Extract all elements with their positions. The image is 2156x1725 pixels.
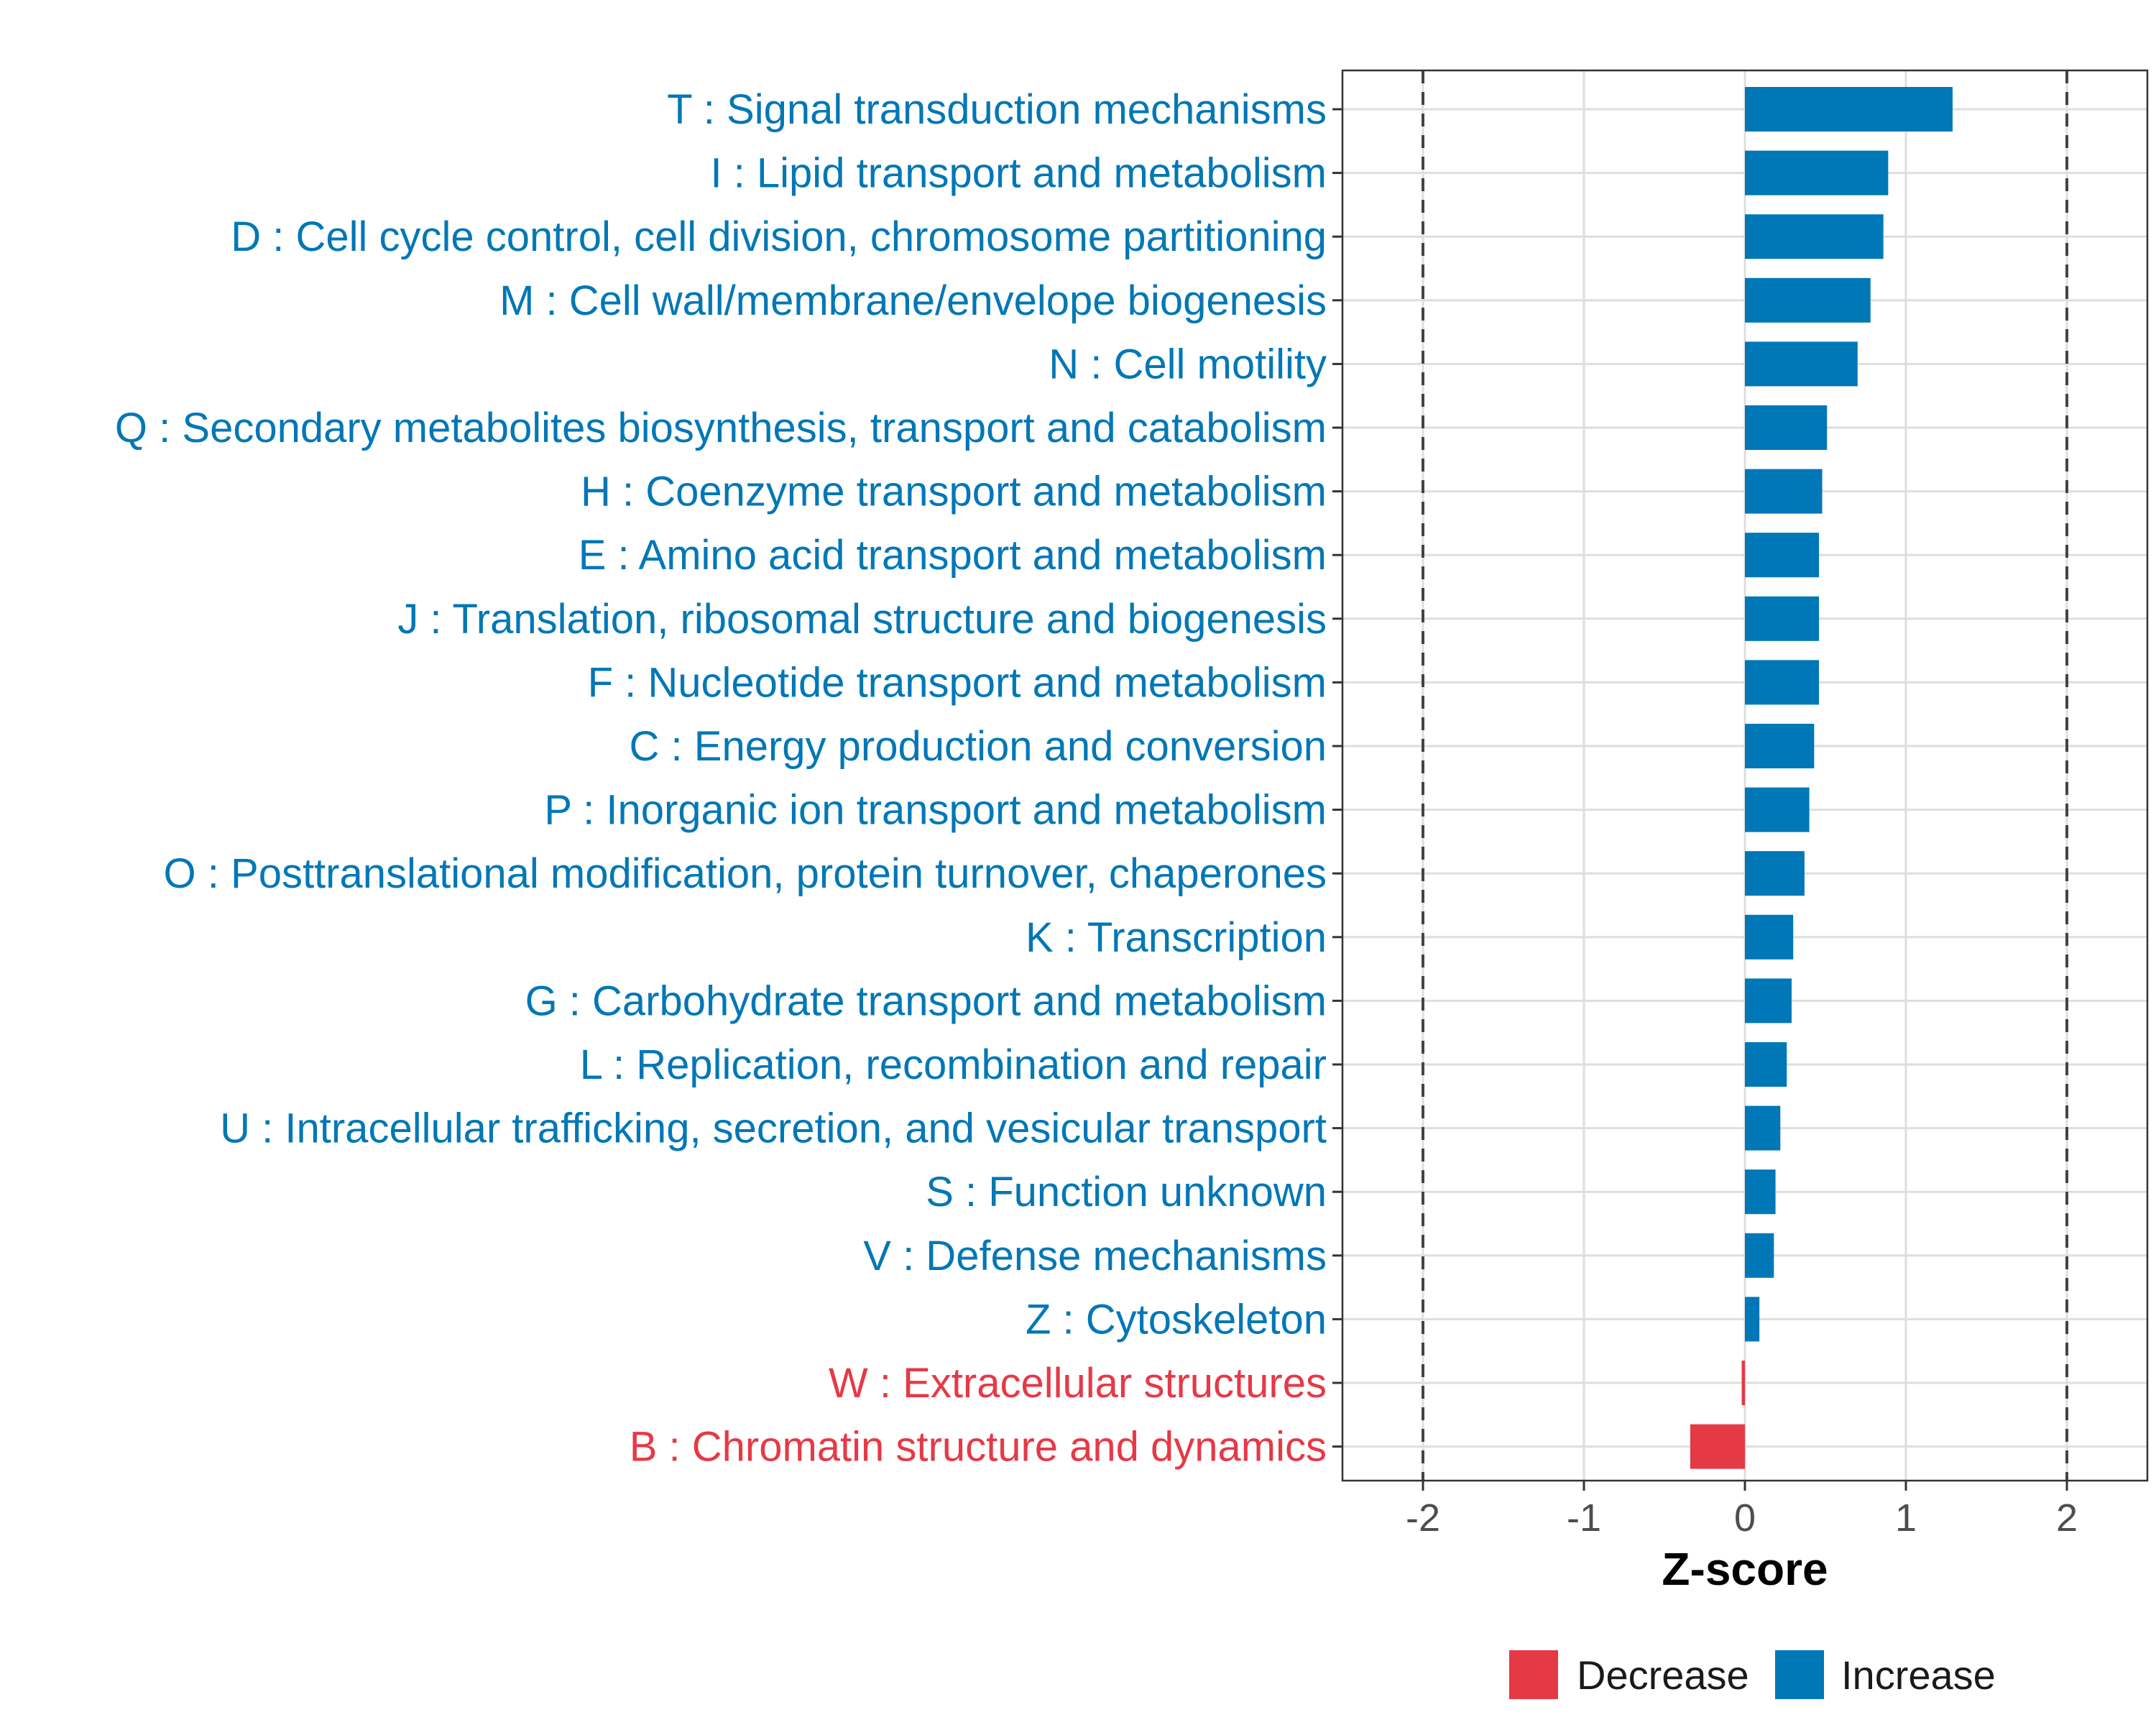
legend-label-increase: Increase bbox=[1841, 1652, 1996, 1698]
bar-increase bbox=[1745, 533, 1820, 578]
bar-increase bbox=[1745, 660, 1820, 705]
bar-decrease bbox=[1741, 1361, 1745, 1405]
category-label: G : Carbohydrate transport and metabolis… bbox=[525, 978, 1327, 1024]
category-label: K : Transcription bbox=[1026, 914, 1327, 961]
category-label: I : Lipid transport and metabolism bbox=[710, 150, 1327, 197]
x-tick-label: -2 bbox=[1406, 1496, 1440, 1540]
bars bbox=[1690, 87, 1953, 1469]
x-tick-label: 1 bbox=[1895, 1496, 1917, 1540]
bar-increase bbox=[1745, 1042, 1787, 1087]
x-tick-label: -1 bbox=[1567, 1496, 1601, 1540]
bar-increase bbox=[1745, 1169, 1776, 1215]
category-label: O : Posttranslational modification, prot… bbox=[164, 850, 1327, 897]
legend: Decrease Increase bbox=[1509, 1650, 1996, 1699]
category-label: W : Extracellular structures bbox=[829, 1360, 1327, 1407]
category-label: T : Signal transduction mechanisms bbox=[667, 86, 1327, 133]
bar-increase bbox=[1745, 405, 1828, 450]
x-tick-label: 0 bbox=[1734, 1496, 1756, 1540]
reference-lines bbox=[1422, 70, 2068, 1481]
category-label: V : Defense mechanisms bbox=[863, 1233, 1327, 1279]
category-label: C : Energy production and conversion bbox=[630, 723, 1327, 770]
x-tick-label: 2 bbox=[2056, 1496, 2078, 1540]
bar-increase bbox=[1745, 724, 1815, 768]
category-label: S : Function unknown bbox=[926, 1169, 1327, 1215]
legend-swatch-decrease bbox=[1509, 1650, 1558, 1699]
x-axis: -2 -1 0 1 2 bbox=[1406, 1481, 2078, 1540]
category-label: B : Chromatin structure and dynamics bbox=[630, 1424, 1327, 1471]
bar-increase bbox=[1745, 1297, 1760, 1342]
bar-increase bbox=[1745, 914, 1794, 960]
bar-increase bbox=[1745, 978, 1792, 1024]
category-label: E : Amino acid transport and metabolism bbox=[579, 532, 1327, 579]
bar-increase bbox=[1745, 277, 1871, 323]
category-label: H : Coenzyme transport and metabolism bbox=[581, 469, 1327, 515]
category-label: L : Replication, recombination and repai… bbox=[580, 1041, 1327, 1088]
bar-increase bbox=[1745, 851, 1805, 896]
category-label: Z : Cytoskeleton bbox=[1026, 1296, 1327, 1343]
legend-label-decrease: Decrease bbox=[1577, 1652, 1749, 1698]
bar-increase bbox=[1745, 87, 1953, 132]
bar-increase bbox=[1745, 1105, 1781, 1151]
bar-increase bbox=[1745, 1233, 1774, 1278]
bar-increase bbox=[1745, 341, 1858, 387]
category-label: N : Cell motility bbox=[1049, 341, 1327, 387]
category-label: D : Cell cycle control, cell division, c… bbox=[231, 213, 1327, 260]
category-label: J : Translation, ribosomal structure and… bbox=[397, 596, 1327, 643]
bar-increase bbox=[1745, 787, 1810, 832]
category-label: U : Intracellular trafficking, secretion… bbox=[220, 1105, 1327, 1152]
bar-increase bbox=[1745, 469, 1823, 514]
bar-increase bbox=[1745, 214, 1884, 259]
category-label: Q : Secondary metabolites biosynthesis, … bbox=[115, 405, 1327, 451]
x-axis-title: Z-score bbox=[1662, 1543, 1828, 1595]
bar-increase bbox=[1745, 150, 1889, 196]
category-label: F : Nucleotide transport and metabolism bbox=[588, 659, 1327, 706]
bar-increase bbox=[1745, 596, 1820, 641]
bar-decrease bbox=[1690, 1424, 1745, 1469]
legend-swatch-increase bbox=[1775, 1650, 1824, 1699]
y-axis: T : Signal transduction mechanisms I : Li… bbox=[115, 86, 1342, 1471]
category-label: P : Inorganic ion transport and metaboli… bbox=[544, 787, 1327, 834]
category-label: M : Cell wall/membrane/envelope biogenes… bbox=[499, 277, 1327, 324]
